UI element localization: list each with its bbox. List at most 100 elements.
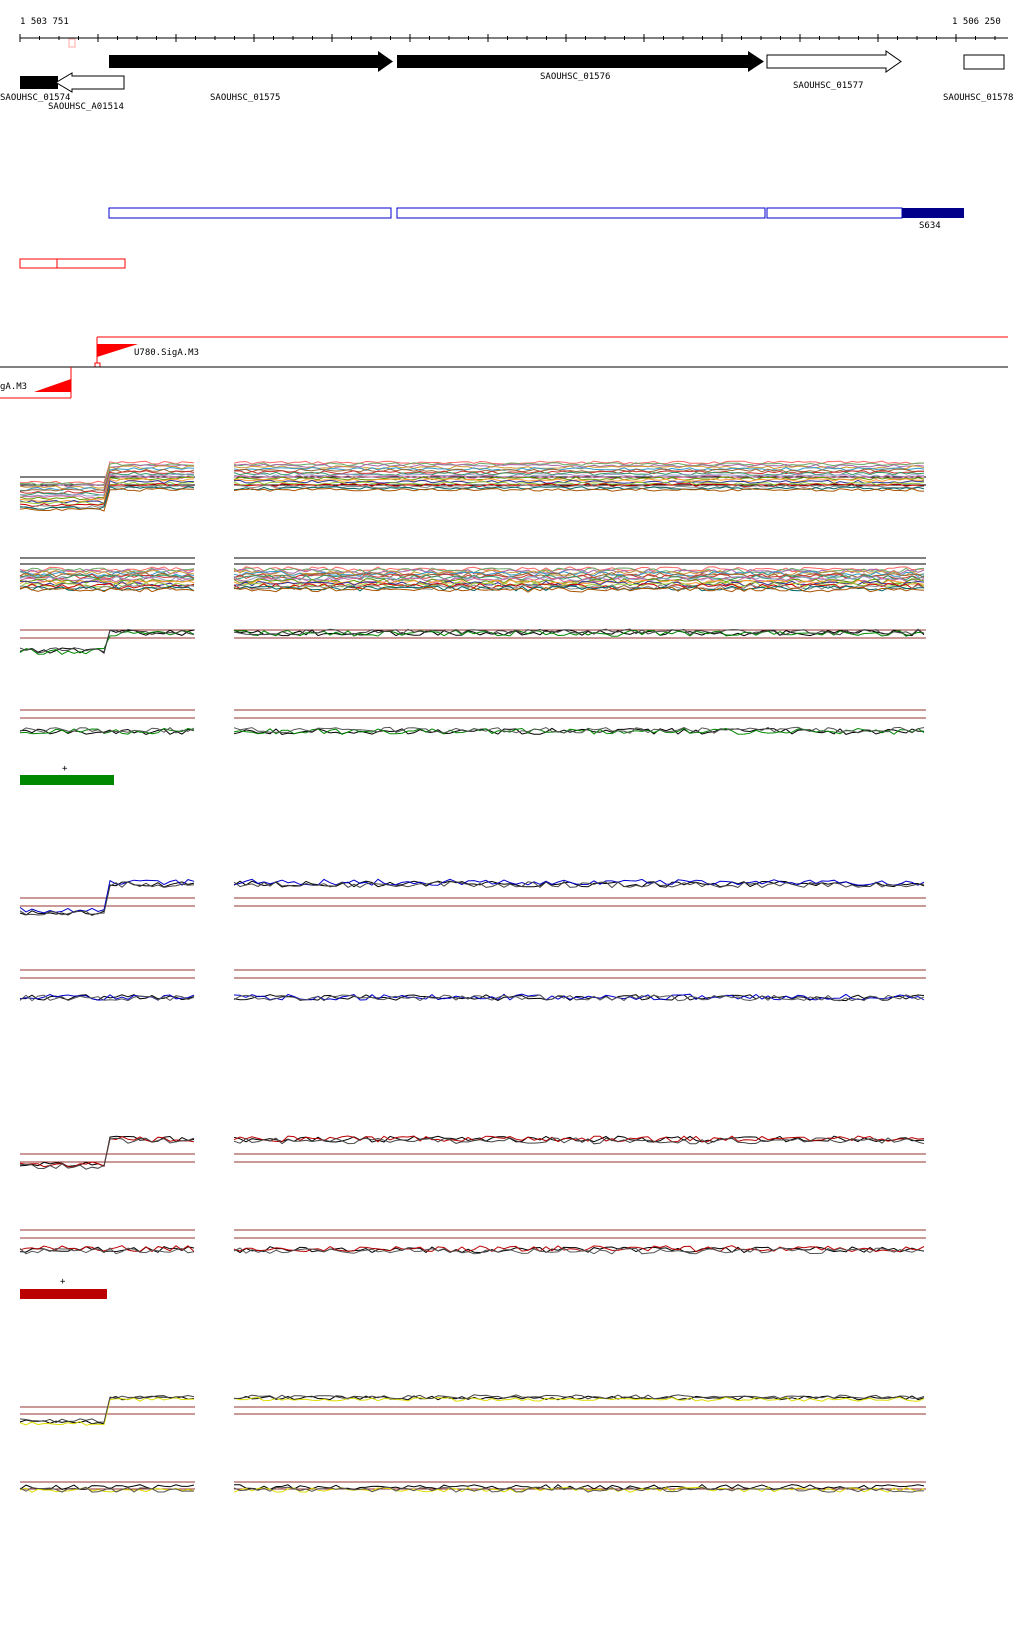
profile-line-right	[233, 994, 925, 1002]
gene-label-saouhsc-01577: SAOUHSC_01577	[793, 81, 863, 91]
profile-panel-green-2	[19, 709, 926, 735]
gene-label-saouhsc-01578: SAOUHSC_01578	[943, 93, 1013, 103]
profile-line-left	[19, 479, 194, 504]
profile-line-left	[19, 473, 195, 498]
profile-line-right	[233, 576, 925, 584]
profile-line-left	[19, 569, 195, 576]
profile-panel-green-1	[19, 628, 926, 655]
profile-line-left	[19, 586, 195, 593]
coordinate-ruler: 1 503 751 1 506 250	[19, 17, 1008, 48]
profile-line-right	[233, 568, 925, 575]
gene-label-saouhsc-01575: SAOUHSC_01575	[210, 93, 280, 103]
profile-line-right	[233, 1486, 925, 1493]
profile-line-left	[19, 574, 195, 581]
condition-markers: + +	[20, 764, 114, 1299]
gene-track: SAOUHSC_01574 SAOUHSC_A01514 SAOUHSC_015…	[0, 50, 1013, 112]
gene-saouhsc-a01514[interactable]	[55, 72, 125, 93]
gene-saouhsc-01576[interactable]	[397, 51, 764, 72]
ruler-cursor-marker	[68, 38, 76, 48]
ruler-end-coordinate: 1 506 250	[952, 17, 1001, 27]
profile-panel-red-1	[19, 1135, 926, 1170]
profile-panel-red-2	[19, 1229, 926, 1255]
profile-line-left	[19, 487, 195, 512]
segment-s634[interactable]	[902, 208, 964, 218]
profile-panel-blue-2	[19, 969, 926, 1002]
profile-line-left	[19, 879, 195, 914]
profile-line-left	[19, 881, 195, 917]
condition-bar-green[interactable]	[20, 775, 114, 785]
profile-line-right	[233, 486, 925, 491]
profile-line-left	[19, 567, 195, 574]
segment-3[interactable]	[766, 207, 903, 219]
sigma-track: U780.SigA.M3 gA.M3	[0, 336, 1008, 399]
ruler-ticks	[19, 34, 996, 42]
ruler-start-coordinate: 1 503 751	[20, 17, 69, 27]
sigma-label-left: gA.M3	[0, 382, 27, 392]
gene-label-saouhsc-a01514: SAOUHSC_A01514	[48, 102, 124, 112]
profile-line-right	[233, 462, 925, 467]
u780-tss-anchor	[94, 362, 101, 368]
profile-line-right	[233, 727, 924, 735]
profile-line-left	[19, 727, 195, 734]
profile-line-left	[19, 727, 195, 735]
siga-m3-left-tss-marker[interactable]	[34, 379, 71, 392]
profile-line-left	[19, 465, 195, 490]
profile-line-right	[233, 1245, 925, 1253]
profile-line-right	[233, 1135, 925, 1143]
profile-line-left	[19, 1486, 195, 1493]
profile-line-right	[233, 474, 925, 480]
profile-line-left	[19, 1397, 194, 1426]
segment-2[interactable]	[396, 207, 766, 219]
profile-line-left	[19, 1394, 195, 1424]
profile-panel-multi-1	[19, 460, 926, 512]
profile-line-left	[19, 1486, 195, 1493]
gene-label-saouhsc-01574: SAOUHSC_01574	[0, 93, 70, 103]
profile-line-left	[19, 1137, 195, 1170]
profile-line-right	[233, 468, 925, 473]
profile-line-right	[233, 460, 925, 465]
condition-red-plus-label: +	[60, 1277, 66, 1287]
profile-line-left	[19, 994, 195, 1002]
profile-panel-yellow-1	[19, 1394, 926, 1426]
profile-line-right	[233, 727, 925, 735]
profile-line-right	[233, 586, 925, 593]
profile-line-right	[233, 1137, 925, 1145]
u780-siga-m3-tss-marker[interactable]	[97, 344, 138, 357]
profile-line-right	[233, 1247, 925, 1255]
promoter-box-2[interactable]	[56, 258, 126, 269]
profile-line-right	[233, 570, 925, 578]
profile-line-right	[233, 1396, 925, 1402]
expression-profiles	[19, 460, 926, 1493]
gene-saouhsc-01574[interactable]	[20, 76, 58, 89]
profile-line-right	[233, 580, 925, 587]
gene-label-saouhsc-01576: SAOUHSC_01576	[540, 72, 610, 82]
profile-line-right	[233, 628, 925, 636]
gene-saouhsc-01578[interactable]	[963, 54, 1005, 70]
gene-saouhsc-01575[interactable]	[109, 51, 393, 72]
sigma-label-u780: U780.SigA.M3	[134, 348, 199, 358]
profile-line-right	[233, 880, 925, 889]
condition-bar-red[interactable]	[20, 1289, 107, 1299]
profile-line-right	[233, 487, 925, 492]
profile-line-right	[233, 473, 925, 478]
profile-line-right	[233, 585, 924, 592]
profile-line-right	[233, 478, 925, 483]
gene-saouhsc-01577[interactable]	[766, 50, 902, 73]
profile-line-right	[233, 482, 925, 487]
profile-line-left	[19, 1247, 195, 1255]
profile-line-left	[19, 478, 195, 503]
profile-line-left	[19, 486, 195, 510]
promoter-box-1[interactable]	[19, 258, 58, 269]
profile-line-left	[19, 628, 195, 654]
segment-track: S634	[108, 207, 964, 231]
profile-panel-yellow-2	[19, 1481, 926, 1493]
condition-green-plus-label: +	[62, 764, 68, 774]
segment-1[interactable]	[108, 207, 392, 219]
profile-line-right	[233, 726, 925, 734]
profile-line-left	[19, 994, 195, 1001]
segment-label-s634: S634	[919, 221, 941, 231]
profile-line-right	[233, 479, 925, 484]
promoter-track	[19, 258, 126, 269]
profile-line-right	[233, 878, 925, 886]
